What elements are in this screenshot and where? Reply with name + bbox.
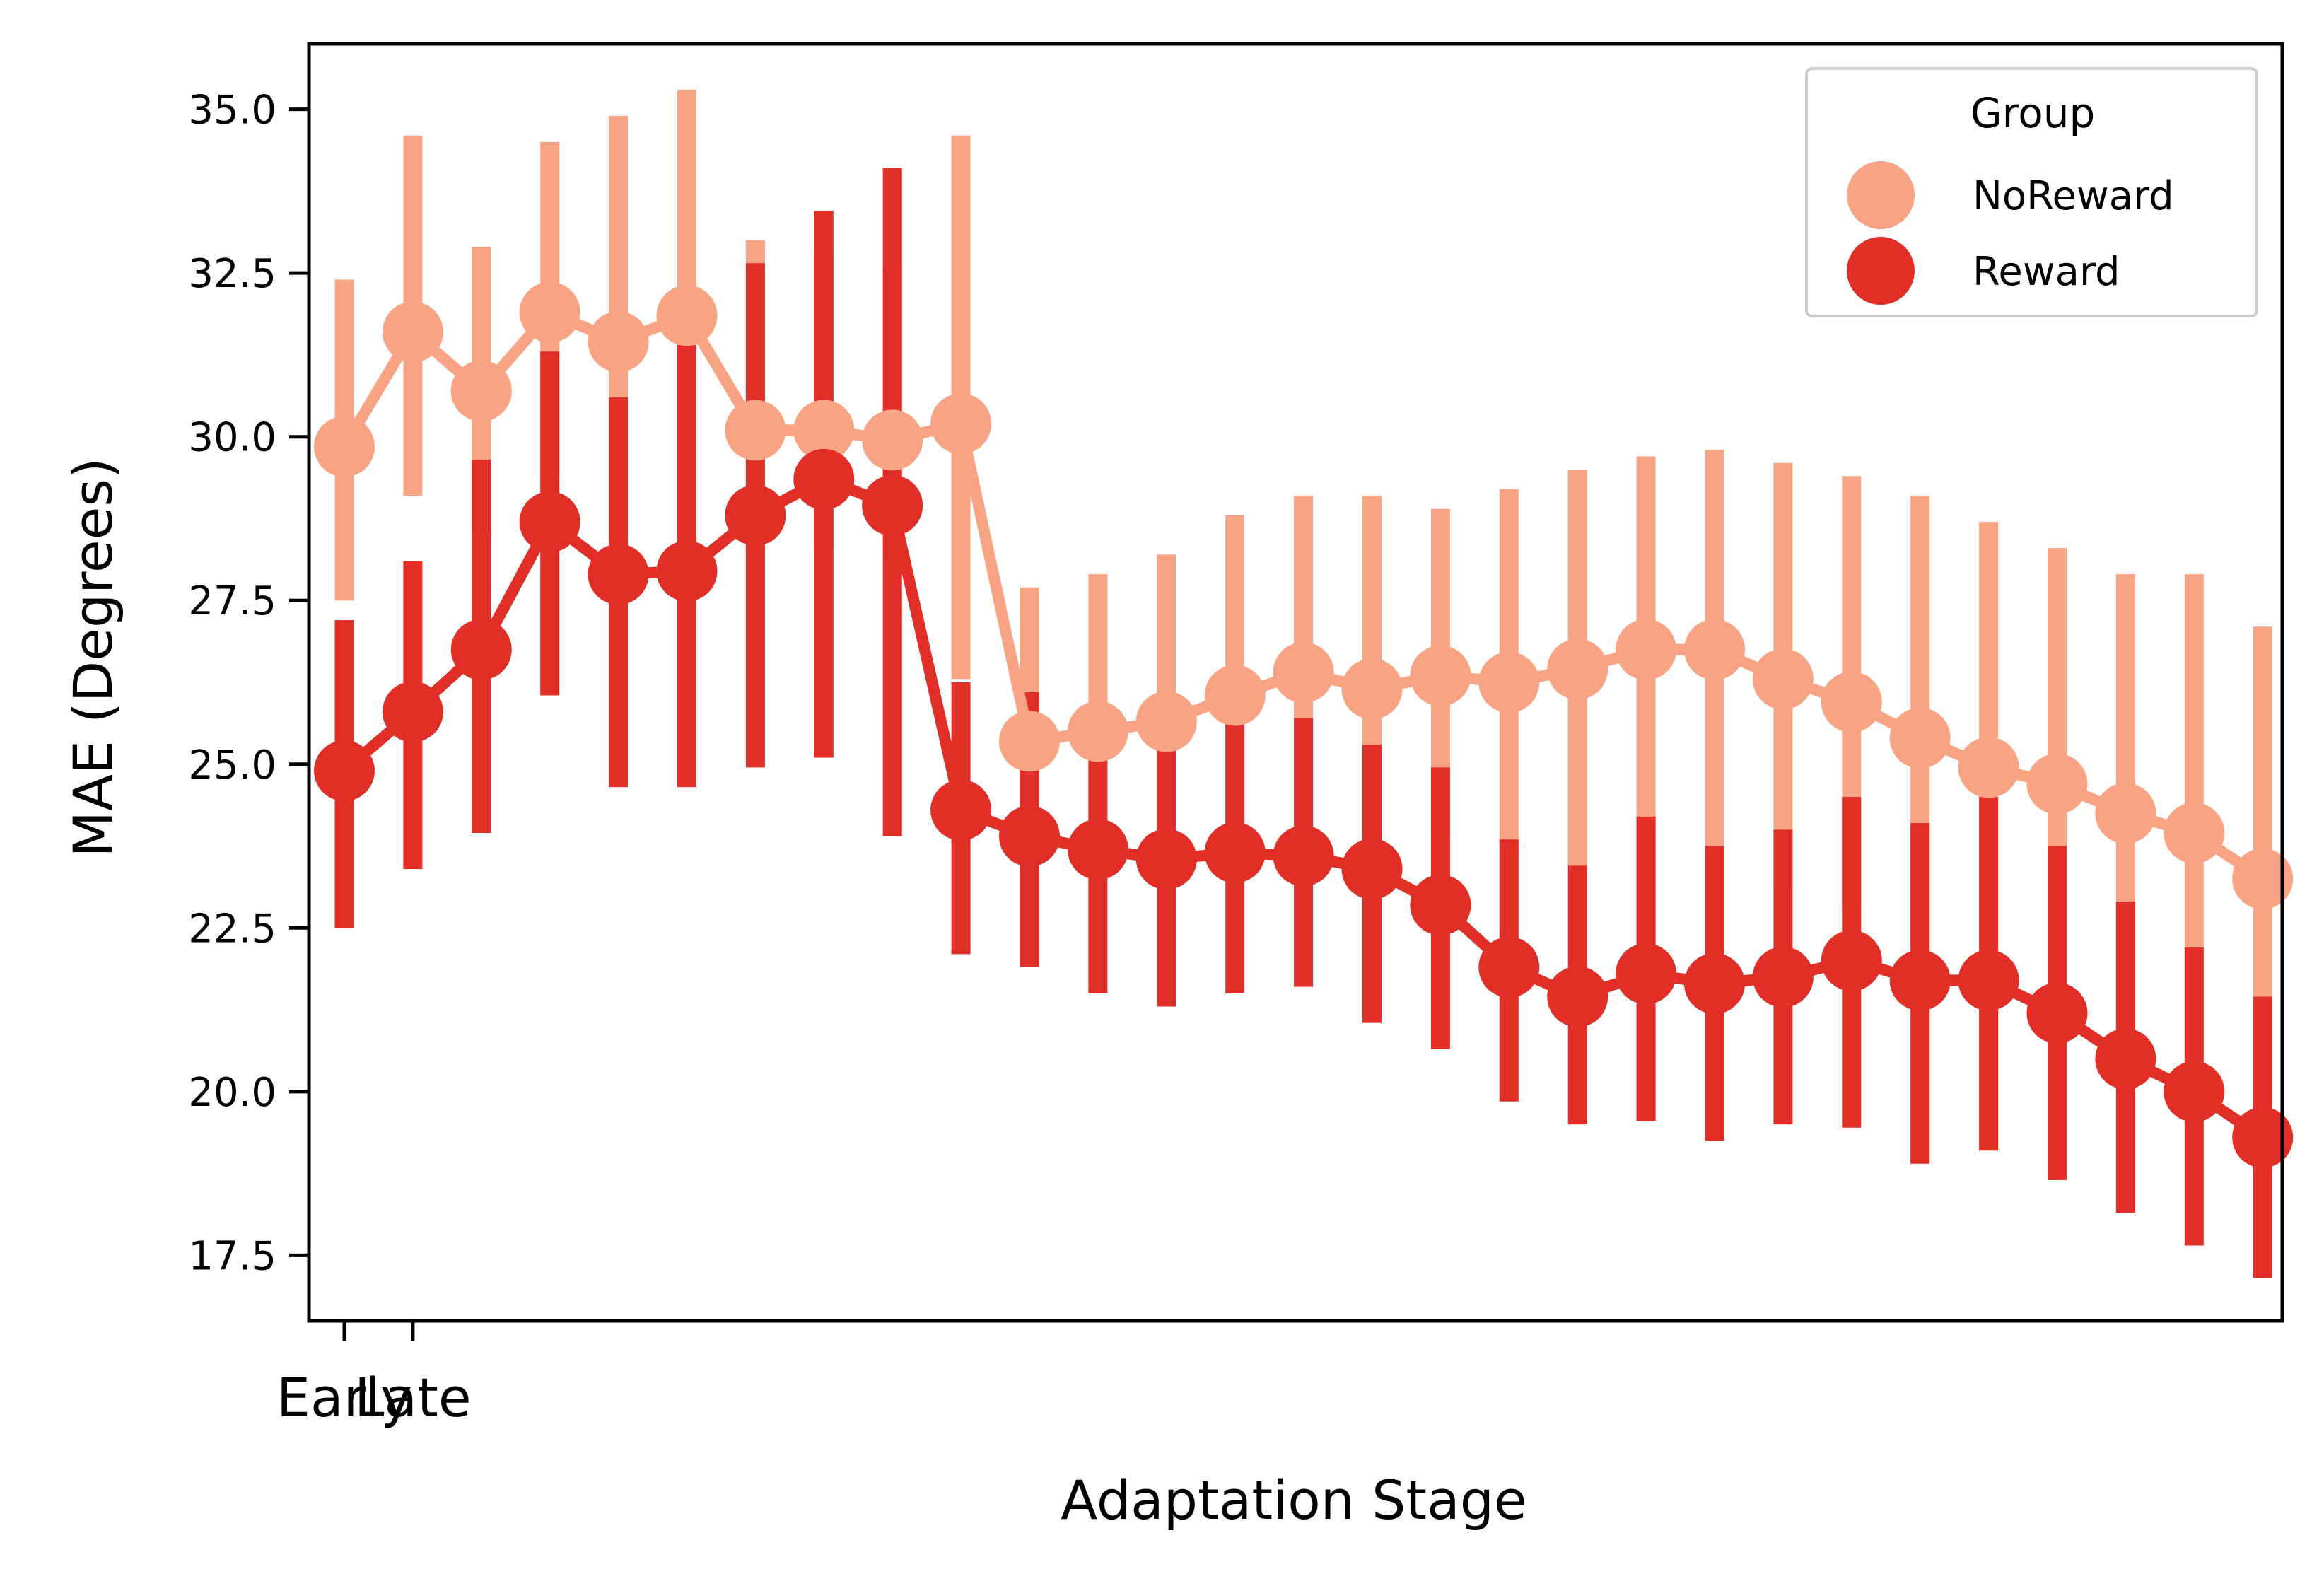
data-point-reward [1684,953,1745,1015]
data-point-noreward [1889,707,1951,769]
data-point-noreward [450,360,512,421]
data-point-noreward [1478,652,1540,713]
data-point-noreward [862,409,923,471]
y-tick-label: 20.0 [188,1070,276,1116]
data-point-noreward [1752,648,1814,710]
plot-frame [307,42,2284,1323]
data-point-reward [382,681,443,742]
data-point-noreward [1273,642,1334,704]
legend-label-reward: Reward [1973,249,2120,295]
data-point-reward [725,484,786,546]
x-axis-label: Adaptation Stage [1061,1469,1526,1532]
y-tick-label: 25.0 [188,742,276,788]
data-point-noreward [2232,848,2294,909]
y-tick-label: 17.5 [188,1233,276,1279]
data-point-noreward [930,393,992,455]
data-point-noreward [1067,701,1128,762]
data-point-reward [1616,943,1677,1005]
data-point-reward [1958,950,2019,1011]
data-point-noreward [793,400,855,461]
y-tick-label: 32.5 [188,251,276,297]
data-point-reward [450,619,512,680]
data-point-reward [519,491,580,553]
data-point-noreward [2164,803,2225,864]
legend-label-noreward: NoReward [1973,173,2174,219]
legend: Group NoReward Reward [1805,67,2258,317]
data-point-noreward [1341,658,1403,720]
data-point-reward [588,544,649,605]
data-point-noreward [999,711,1060,772]
data-point-reward [2164,1061,2225,1122]
legend-title: Group [1970,89,2096,137]
data-point-reward [1547,966,1608,1027]
data-point-noreward [2026,753,2088,815]
legend-marker-noreward [1847,161,1915,229]
data-point-reward [1821,930,1882,991]
x-tick-label: Early [276,1366,412,1429]
x-tick-label: Late [354,1366,471,1429]
data-point-noreward [519,281,580,343]
data-point-noreward [588,311,649,373]
data-point-reward [1273,825,1334,887]
data-point-reward [1752,946,1814,1008]
data-point-reward [2026,982,2088,1044]
data-point-noreward [1684,619,1745,680]
data-point-noreward [1958,737,2019,798]
data-point-noreward [656,285,718,346]
data-point-reward [930,779,992,841]
legend-frame [1805,67,2258,317]
y-tick-label: 27.5 [188,578,276,624]
data-point-reward [862,474,923,536]
data-point-noreward [1547,639,1608,700]
data-point-noreward [2095,783,2156,844]
data-point-reward [1341,838,1403,899]
series-points [314,281,2294,1168]
data-point-reward [1135,829,1197,890]
data-point-noreward [1821,671,1882,733]
legend-marker-reward [1847,237,1915,305]
y-axis-label: MAE (Degrees) [62,457,124,857]
y-tick-label: 35.0 [188,88,276,134]
y-axis: 17.5 20.0 22.5 25.0 27.5 30.0 32.5 35.0 [188,88,309,1279]
data-point-reward [656,540,718,602]
data-point-noreward [1616,619,1677,680]
data-point-reward [793,448,855,510]
data-point-noreward [314,416,375,477]
data-point-reward [1478,936,1540,998]
data-point-reward [1067,819,1128,880]
data-point-noreward [725,400,786,461]
data-point-reward [999,805,1060,867]
data-point-reward [1889,950,1951,1011]
y-tick-label: 22.5 [188,906,276,952]
data-point-noreward [1410,645,1471,706]
data-point-reward [2095,1028,2156,1090]
data-point-noreward [1204,665,1266,726]
data-point-reward [314,740,375,802]
data-point-reward [1410,874,1471,935]
data-point-noreward [382,301,443,363]
data-point-noreward [1135,691,1197,752]
y-tick-label: 30.0 [188,415,276,461]
data-point-reward [2232,1107,2294,1168]
data-point-reward [1204,822,1266,883]
